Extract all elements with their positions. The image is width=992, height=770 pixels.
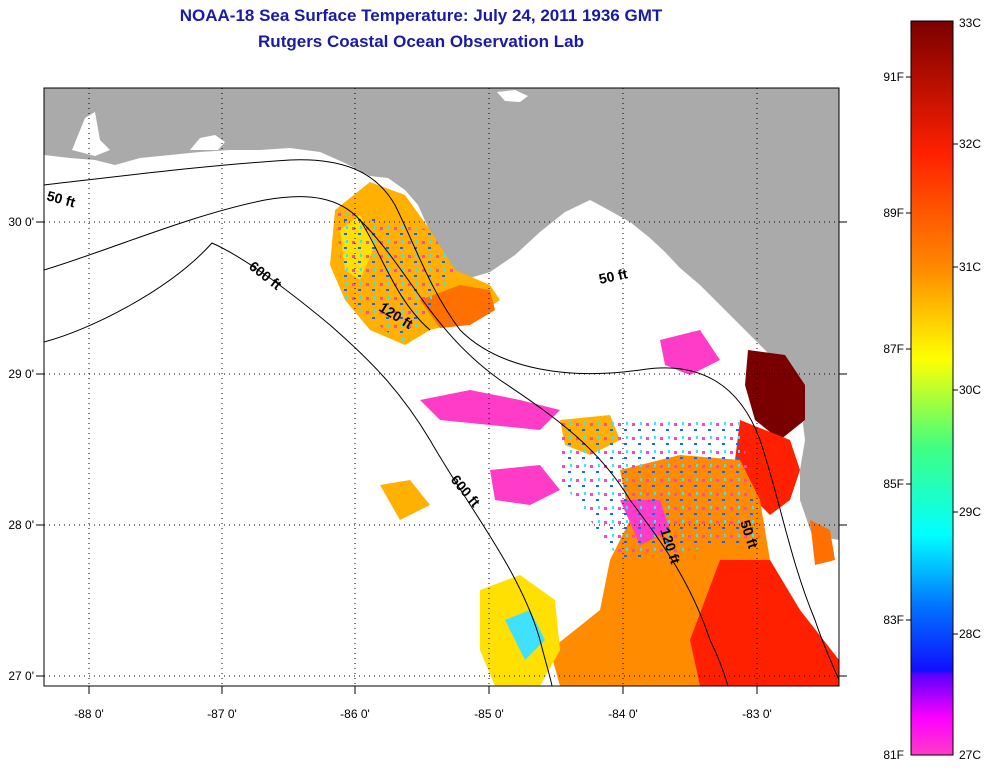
lat-tick-label: 27 0'	[8, 669, 34, 683]
lat-tick-label: 29 0'	[8, 367, 34, 381]
contour-label: 50 ft	[597, 265, 629, 287]
lake-okeechobee-area	[497, 90, 528, 102]
depth-contours	[44, 159, 839, 686]
lon-tick-label: -84 0'	[608, 707, 638, 721]
sst-patches	[330, 182, 839, 686]
lon-tick-label: -83 0'	[742, 707, 772, 721]
colorbar-celsius-label: 32C	[959, 137, 981, 151]
colorbar-fahrenheit-label: 87F	[883, 342, 904, 356]
lon-tick-label: -87 0'	[207, 707, 237, 721]
colorbar-celsius-label: 27C	[959, 748, 981, 762]
colorbar-celsius-label: 28C	[959, 627, 981, 641]
colorbar-fahrenheit-ticks	[906, 76, 911, 621]
colorbar-celsius-label: 30C	[959, 383, 981, 397]
colorbar-fahrenheit-label: 81F	[883, 748, 904, 762]
colorbar-celsius-label: 29C	[959, 505, 981, 519]
bay-notch	[72, 112, 110, 156]
map-title: NOAA-18 Sea Surface Temperature: July 24…	[179, 6, 663, 25]
axis-ticks	[36, 221, 847, 694]
colorbar-celsius-ticks	[953, 143, 958, 635]
lon-tick-label: -86 0'	[340, 707, 370, 721]
lat-tick-label: 28 0'	[8, 518, 34, 532]
colorbar-fahrenheit-label: 85F	[883, 477, 904, 491]
map-subtitle: Rutgers Coastal Ocean Observation Lab	[258, 32, 584, 51]
colorbar-celsius-label: 31C	[959, 260, 981, 274]
colorbar-fahrenheit-label: 91F	[883, 70, 904, 84]
land-mass	[44, 88, 839, 540]
colorbar-fahrenheit-label: 83F	[883, 613, 904, 627]
lon-tick-label: -85 0'	[474, 707, 504, 721]
map-frame	[43, 87, 840, 687]
colorbar	[910, 20, 954, 756]
bay-notch	[190, 135, 225, 150]
colorbar-celsius-label: 33C	[959, 16, 981, 30]
lat-tick-label: 30 0'	[8, 215, 34, 229]
lon-tick-label: -88 0'	[74, 707, 104, 721]
colorbar-fahrenheit-label: 89F	[883, 206, 904, 220]
contour-label: 50 ft	[45, 187, 77, 210]
